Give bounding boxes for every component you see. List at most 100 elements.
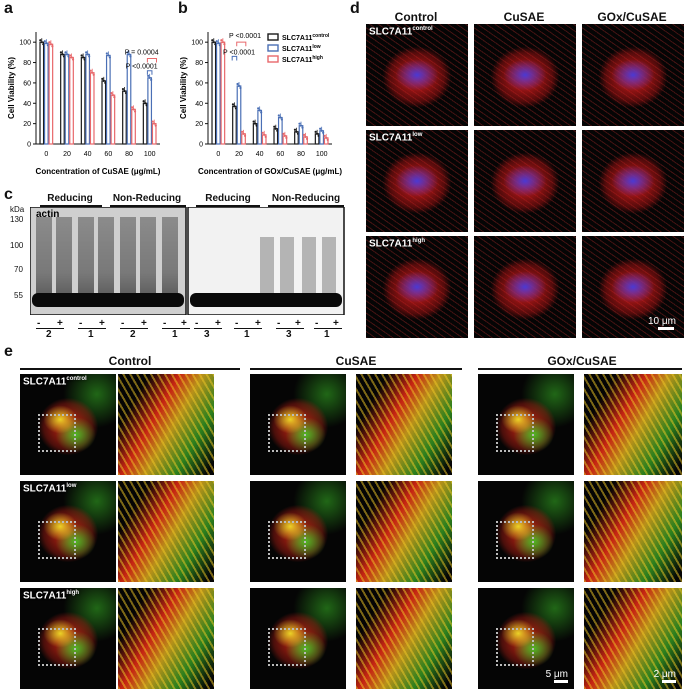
gel-lane-underline [162,328,190,329]
gel-sign: - [195,318,199,329]
gel-lane-underline [120,328,148,329]
data-point [279,116,282,119]
bar [85,53,91,145]
d-scalebar: 10 μm [648,316,676,330]
e-row-label: SLC7A11low [23,483,77,495]
bar [147,77,153,145]
zoom-region-box [38,521,76,559]
e-group-underline [250,368,462,370]
gel-lane-number: 2 [46,329,52,340]
significance-bracket [146,70,153,75]
gel-unit: kDa [10,205,25,214]
bar [131,108,136,145]
data-point [212,41,215,44]
legend-label: SLC7A11high [282,55,323,64]
data-point [233,105,236,108]
scalebar-line [662,680,676,683]
data-point [46,44,49,47]
x-axis-label: Concentration of GOx/CuSAE (μg/mL) [198,167,342,176]
gel-lane-underline [314,328,342,329]
data-point [276,129,279,132]
data-point [48,41,51,44]
data-point [107,54,110,57]
gel-lane-underline [36,328,64,329]
data-point [263,133,266,136]
gel-underline [268,205,344,207]
x-tick-label: 80 [125,151,133,158]
e-zoom-tile [356,374,452,475]
gel-lane-number: 1 [324,329,330,340]
gel-header-nonreducing-2: Non-Reducing [271,193,341,204]
significance-bracket [146,57,157,63]
gel-sign: + [215,318,221,329]
zoom-region-box [38,628,76,666]
bar [89,72,95,145]
bar [43,42,49,145]
legend-swatch [267,33,279,41]
data-point [151,120,154,123]
data-point [110,92,113,95]
data-point [61,53,64,56]
y-tick-label: 40 [195,101,203,108]
data-point [214,43,217,46]
p-value-label: P = 0.0004 [125,49,159,56]
data-point [108,56,111,59]
e-main-tile [250,481,346,582]
e-zoom-tile [118,481,214,582]
x-tick-label: 40 [84,151,92,158]
y-tick-label: 0 [27,142,31,149]
data-point [82,56,85,59]
data-point [104,81,107,84]
gel-lane-number: 1 [88,329,94,340]
e-row-label: SLC7A11control [23,376,87,388]
data-point [39,39,42,42]
gel-sign: - [121,318,125,329]
gel-marker: 55 [14,291,23,300]
data-point [304,135,307,138]
gel-header-nonreducing-1: Non-Reducing [112,193,182,204]
y-axis-label: Cell Viability (%) [7,57,16,119]
zoom-region-box [496,414,534,452]
data-point [59,51,63,54]
gel-lane-number: 2 [130,329,136,340]
data-point [217,42,220,45]
data-point [91,71,94,74]
bar [257,109,263,145]
bar [39,41,45,145]
x-tick-label: 20 [63,151,71,158]
data-point [124,91,128,95]
gel-sign: - [37,318,41,329]
legend-label: SLC7A11control [282,33,330,42]
bar [232,105,237,145]
data-point [298,122,301,125]
data-point [242,132,245,135]
data-point [293,128,297,131]
data-point [277,114,280,117]
data-point [101,77,104,80]
e-row-label: SLC7A11high [23,590,80,602]
x-tick-label: 0 [216,151,220,158]
data-point [283,134,286,137]
data-point [64,51,67,54]
x-tick-label: 80 [297,151,305,158]
bar [215,42,221,145]
data-point [326,138,329,141]
d-col-header-control: Control [394,10,438,24]
gel-sign: + [57,318,63,329]
data-point [150,78,153,81]
data-point [154,124,157,127]
data-point [274,127,277,130]
d-image-tile: SLC7A11low [366,130,468,232]
data-point [102,79,105,82]
data-point [211,39,214,42]
data-point [148,76,151,79]
legend-swatch [267,55,279,63]
gel-number-row: 2 1 2 1 3 1 3 1 [30,328,346,343]
e-main-tile: SLC7A11control [20,374,116,475]
data-point [133,110,137,113]
d-image-tile [474,236,576,338]
data-point [49,43,52,46]
gel-sign: + [181,318,187,329]
p-value-label: P <0.0001 [223,49,255,56]
data-point [142,100,145,103]
